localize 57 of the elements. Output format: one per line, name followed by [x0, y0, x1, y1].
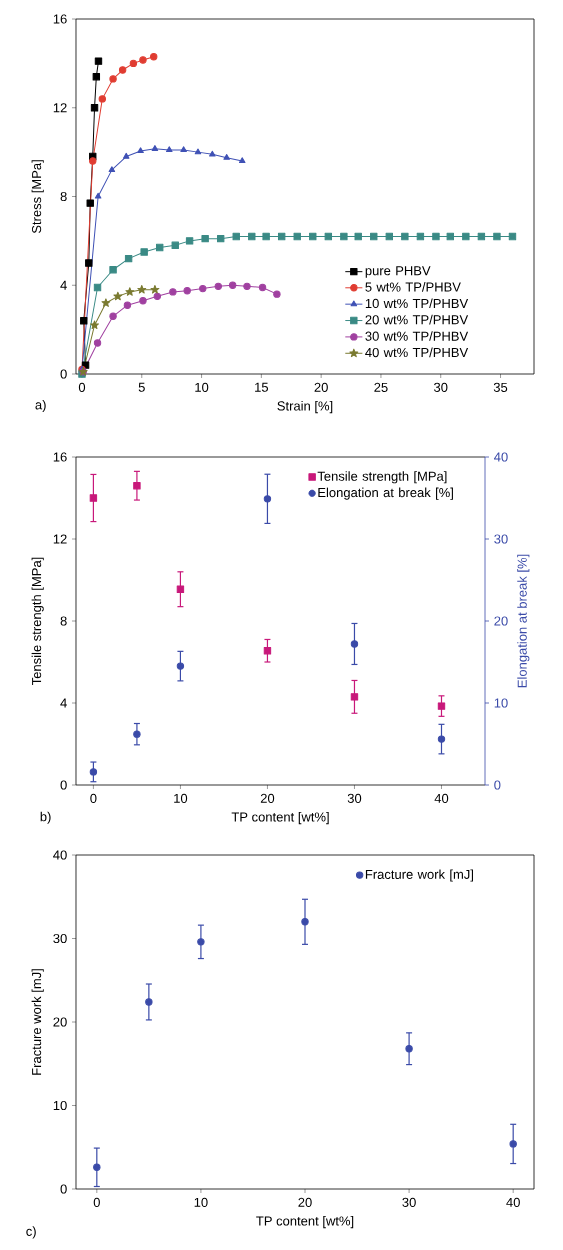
x-tick-label: 20 [314, 382, 328, 392]
y-tick-label: 4 [60, 280, 67, 290]
x-tick-label: 10 [194, 1197, 208, 1207]
y-tick-label: 8 [60, 616, 67, 626]
x-tick-label: 40 [434, 793, 449, 803]
x-tick-label: 15 [255, 382, 269, 392]
x-tick-label: 10 [174, 793, 188, 803]
y-tick-label: 8 [60, 191, 67, 202]
x-tick-label: 35 [493, 382, 508, 392]
text: b) [40, 811, 51, 824]
legend-label: 40 wt% TP/PHBV [365, 347, 469, 358]
y2-tick-label: 0 [494, 780, 501, 790]
y-axis-title: Tensile strength [MPa] [31, 557, 44, 686]
y-tick-label: 0 [60, 1184, 67, 1194]
y-tick-label: 10 [53, 1100, 67, 1111]
x-tick-label: 30 [402, 1197, 416, 1207]
y-axis-title: Stress [MPa] [31, 160, 44, 234]
y-tick-label: 40 [53, 850, 67, 860]
legend-label: 10 wt% TP/PHBV [365, 298, 469, 309]
legend-label: Tensile strength [MPa] [317, 471, 447, 484]
y2-axis-title: Elongation at break [%] [517, 554, 530, 688]
x-tick-label: 0 [90, 793, 97, 803]
x-tick-label: 10 [195, 382, 209, 392]
legend-label: Elongation at break [%] [318, 487, 453, 500]
x-tick-label: 25 [374, 382, 388, 392]
y2-tick-label: 30 [494, 534, 508, 544]
legend-label: Fracture work [mJ] [365, 869, 473, 882]
y-tick-label: 16 [53, 14, 67, 24]
y2-tick-label: 40 [494, 452, 508, 462]
x-tick-label: 30 [434, 382, 448, 392]
y2-tick-label: 10 [494, 698, 508, 708]
y-axis-title: Fracture work [mJ] [31, 969, 44, 1075]
y-tick-label: 12 [53, 534, 67, 544]
legend-label: 5 wt% TP/PHBV [365, 282, 461, 292]
legend-label: pure PHBV [365, 266, 431, 278]
x-tick-label: 30 [347, 793, 362, 803]
x-axis-title: TP content [wt%] [231, 812, 329, 825]
x-tick-label: 20 [260, 793, 275, 803]
y-tick-label: 30 [53, 933, 67, 944]
x-tick-label: 0 [78, 382, 86, 392]
legend-label: 20 wt% TP/PHBV [365, 314, 469, 325]
x-tick-label: 5 [138, 382, 145, 392]
x-tick-label: 20 [298, 1197, 312, 1207]
y-tick-label: 12 [53, 103, 67, 113]
text: c) [26, 1226, 36, 1239]
y-tick-label: 20 [53, 1017, 67, 1027]
text: a) [35, 399, 46, 413]
x-axis-title: TP content [wt%] [256, 1216, 354, 1229]
x-tick-label: 40 [506, 1197, 520, 1207]
x-axis-title: Strain [%] [277, 401, 333, 414]
legend-label: 30 wt% TP/PHBV [365, 331, 469, 341]
y2-tick-label: 20 [494, 616, 508, 626]
y-tick-label: 0 [60, 780, 67, 790]
y-tick-label: 16 [53, 452, 67, 462]
y-tick-label: 0 [60, 369, 67, 379]
x-tick-label: 0 [93, 1197, 100, 1207]
y-tick-label: 4 [60, 698, 67, 708]
